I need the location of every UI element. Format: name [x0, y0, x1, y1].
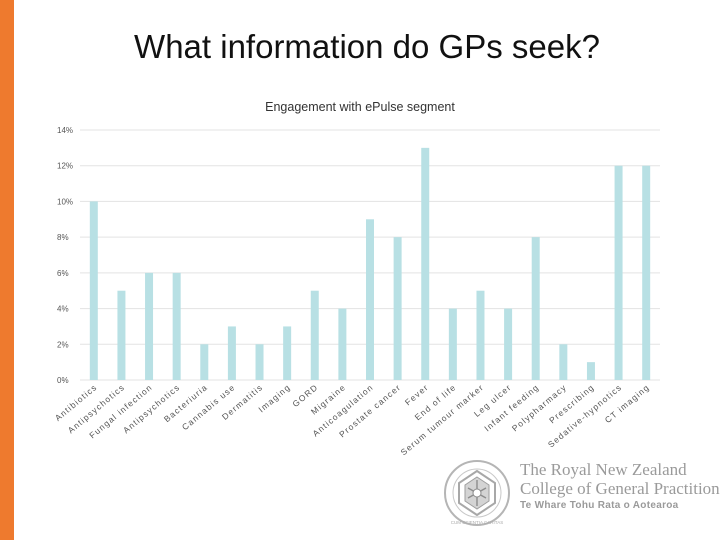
y-tick-label: 2%	[57, 340, 69, 349]
bar	[255, 344, 264, 380]
bar	[448, 308, 457, 380]
bar	[504, 308, 513, 380]
chart-title: Engagement with ePulse segment	[265, 100, 455, 114]
college-crest-icon: CUM SCIENTIA CARITAS	[444, 460, 510, 526]
bar	[586, 362, 595, 380]
y-tick-label: 6%	[57, 269, 69, 278]
y-tick-label: 12%	[57, 162, 73, 171]
college-name-line-2: College of General Practitioners	[520, 479, 720, 498]
crest-motto: CUM SCIENTIA CARITAS	[451, 520, 503, 525]
bar	[338, 308, 347, 380]
bar	[145, 272, 154, 380]
bar	[642, 165, 651, 380]
y-tick-label: 0%	[57, 376, 69, 385]
y-axis-ticks: 0% 2% 4% 6% 8% 10% 12% 14%	[57, 126, 73, 385]
college-maori-name: Te Whare Tohu Rata o Aotearoa	[520, 500, 679, 511]
accent-bar	[0, 0, 14, 540]
bar	[172, 272, 181, 380]
bar	[283, 326, 292, 380]
bar	[200, 344, 209, 380]
bar	[614, 165, 623, 380]
bar	[366, 219, 374, 380]
bar	[476, 290, 485, 380]
y-tick-label: 8%	[57, 233, 69, 242]
bar	[393, 237, 402, 380]
bar	[89, 201, 98, 380]
bar	[117, 290, 126, 380]
bar	[531, 237, 540, 380]
bar	[559, 344, 568, 380]
bar	[310, 290, 319, 380]
bar	[227, 326, 236, 380]
college-logo: CUM SCIENTIA CARITAS The Royal New Zeala…	[438, 456, 720, 530]
bar	[421, 147, 430, 380]
y-tick-label: 10%	[57, 197, 73, 206]
slide-title: What information do GPs seek?	[134, 28, 600, 65]
y-tick-label: 14%	[57, 126, 73, 135]
y-tick-label: 4%	[57, 305, 69, 314]
college-name-line-1: The Royal New Zealand	[520, 460, 687, 479]
college-name: The Royal New Zealand College of General…	[520, 460, 720, 513]
chart-bars	[89, 147, 651, 380]
